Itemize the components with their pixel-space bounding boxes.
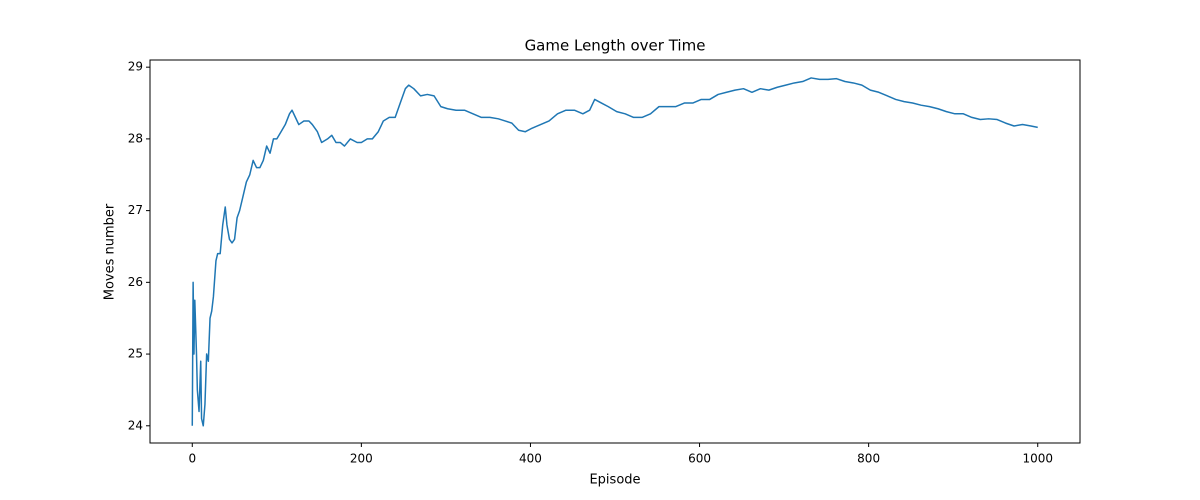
y-tick-label: 25	[128, 347, 143, 361]
y-tick-label: 28	[128, 131, 143, 145]
y-tick-label: 29	[128, 60, 143, 74]
chart-title: Game Length over Time	[525, 37, 706, 55]
x-tick-label: 200	[350, 452, 373, 466]
x-tick-label: 400	[519, 452, 542, 466]
y-tick-label: 26	[128, 275, 143, 289]
y-tick-label: 27	[128, 203, 143, 217]
x-tick-label: 800	[857, 452, 880, 466]
x-tick-label: 1000	[1022, 452, 1053, 466]
x-tick-label: 0	[188, 452, 196, 466]
y-axis-label: Moves number	[103, 203, 118, 300]
line-series	[191, 77, 1038, 427]
y-tick-label: 24	[128, 418, 143, 432]
x-tick-label: 600	[688, 452, 711, 466]
plot-frame	[149, 59, 1081, 444]
x-axis-label: Episode	[589, 473, 640, 488]
